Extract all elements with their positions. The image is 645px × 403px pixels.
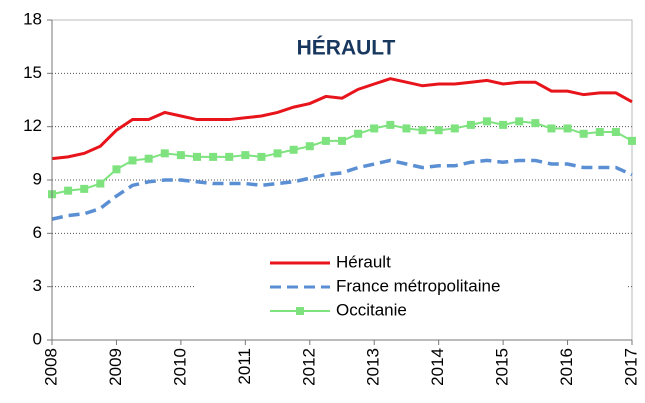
point-marker	[144, 154, 153, 163]
x-tick-label: 2014	[428, 348, 447, 386]
point-marker	[289, 145, 298, 154]
series-line	[51, 158, 633, 221]
y-tick-label: 0	[33, 329, 42, 348]
legend-marker	[296, 307, 304, 315]
point-marker	[321, 136, 330, 145]
point-marker	[128, 156, 137, 165]
point-marker	[418, 126, 427, 135]
y-tick-label: 12	[23, 116, 42, 135]
point-marker	[611, 128, 620, 136]
x-tick-label: 2008	[41, 348, 60, 386]
y-tick-label: 9	[33, 169, 42, 188]
point-marker	[483, 117, 491, 126]
x-tick-label: 2015	[493, 348, 512, 386]
x-tick-label: 2016	[557, 348, 576, 386]
point-marker	[579, 129, 588, 138]
point-marker	[96, 179, 105, 188]
x-tick-label: 2017	[621, 348, 640, 386]
point-marker	[547, 124, 556, 133]
legend-label: Hérault	[336, 252, 391, 271]
x-tick-label: 2010	[170, 348, 189, 386]
legend-label: Occitanie	[336, 300, 407, 319]
point-marker	[241, 151, 250, 160]
point-marker	[563, 124, 572, 133]
point-marker	[64, 186, 73, 195]
legend-box	[194, 248, 628, 332]
x-tick-label: 2013	[364, 348, 383, 386]
series-line	[51, 77, 633, 161]
x-tick-label: 2012	[299, 348, 318, 386]
x-tick-label: 2011	[235, 348, 254, 385]
point-marker	[112, 165, 121, 174]
point-marker	[160, 149, 169, 158]
y-tick-label: 6	[33, 223, 42, 242]
point-marker	[466, 120, 475, 129]
point-marker	[305, 142, 314, 151]
y-tick-label: 15	[23, 63, 42, 82]
point-marker	[273, 149, 282, 158]
point-marker	[176, 151, 185, 160]
point-marker	[595, 128, 604, 136]
point-marker	[257, 152, 266, 161]
legend-label: France métropolitaine	[336, 276, 500, 295]
chart-title: HÉRAULT	[297, 37, 396, 60]
point-marker	[209, 152, 218, 161]
point-marker	[402, 124, 411, 133]
point-marker	[370, 124, 379, 133]
point-marker	[80, 184, 89, 193]
point-marker	[225, 152, 234, 161]
point-marker	[628, 136, 636, 145]
y-tick-label: 18	[23, 9, 42, 28]
point-marker	[450, 124, 459, 133]
point-marker	[386, 120, 395, 129]
point-marker	[515, 117, 524, 126]
point-marker	[193, 152, 201, 161]
point-marker	[434, 126, 443, 135]
point-marker	[354, 129, 363, 138]
point-marker	[499, 120, 508, 129]
y-tick-label: 3	[33, 276, 42, 295]
x-tick-label: 2009	[106, 348, 125, 386]
point-marker	[338, 136, 346, 145]
point-marker	[531, 119, 540, 128]
